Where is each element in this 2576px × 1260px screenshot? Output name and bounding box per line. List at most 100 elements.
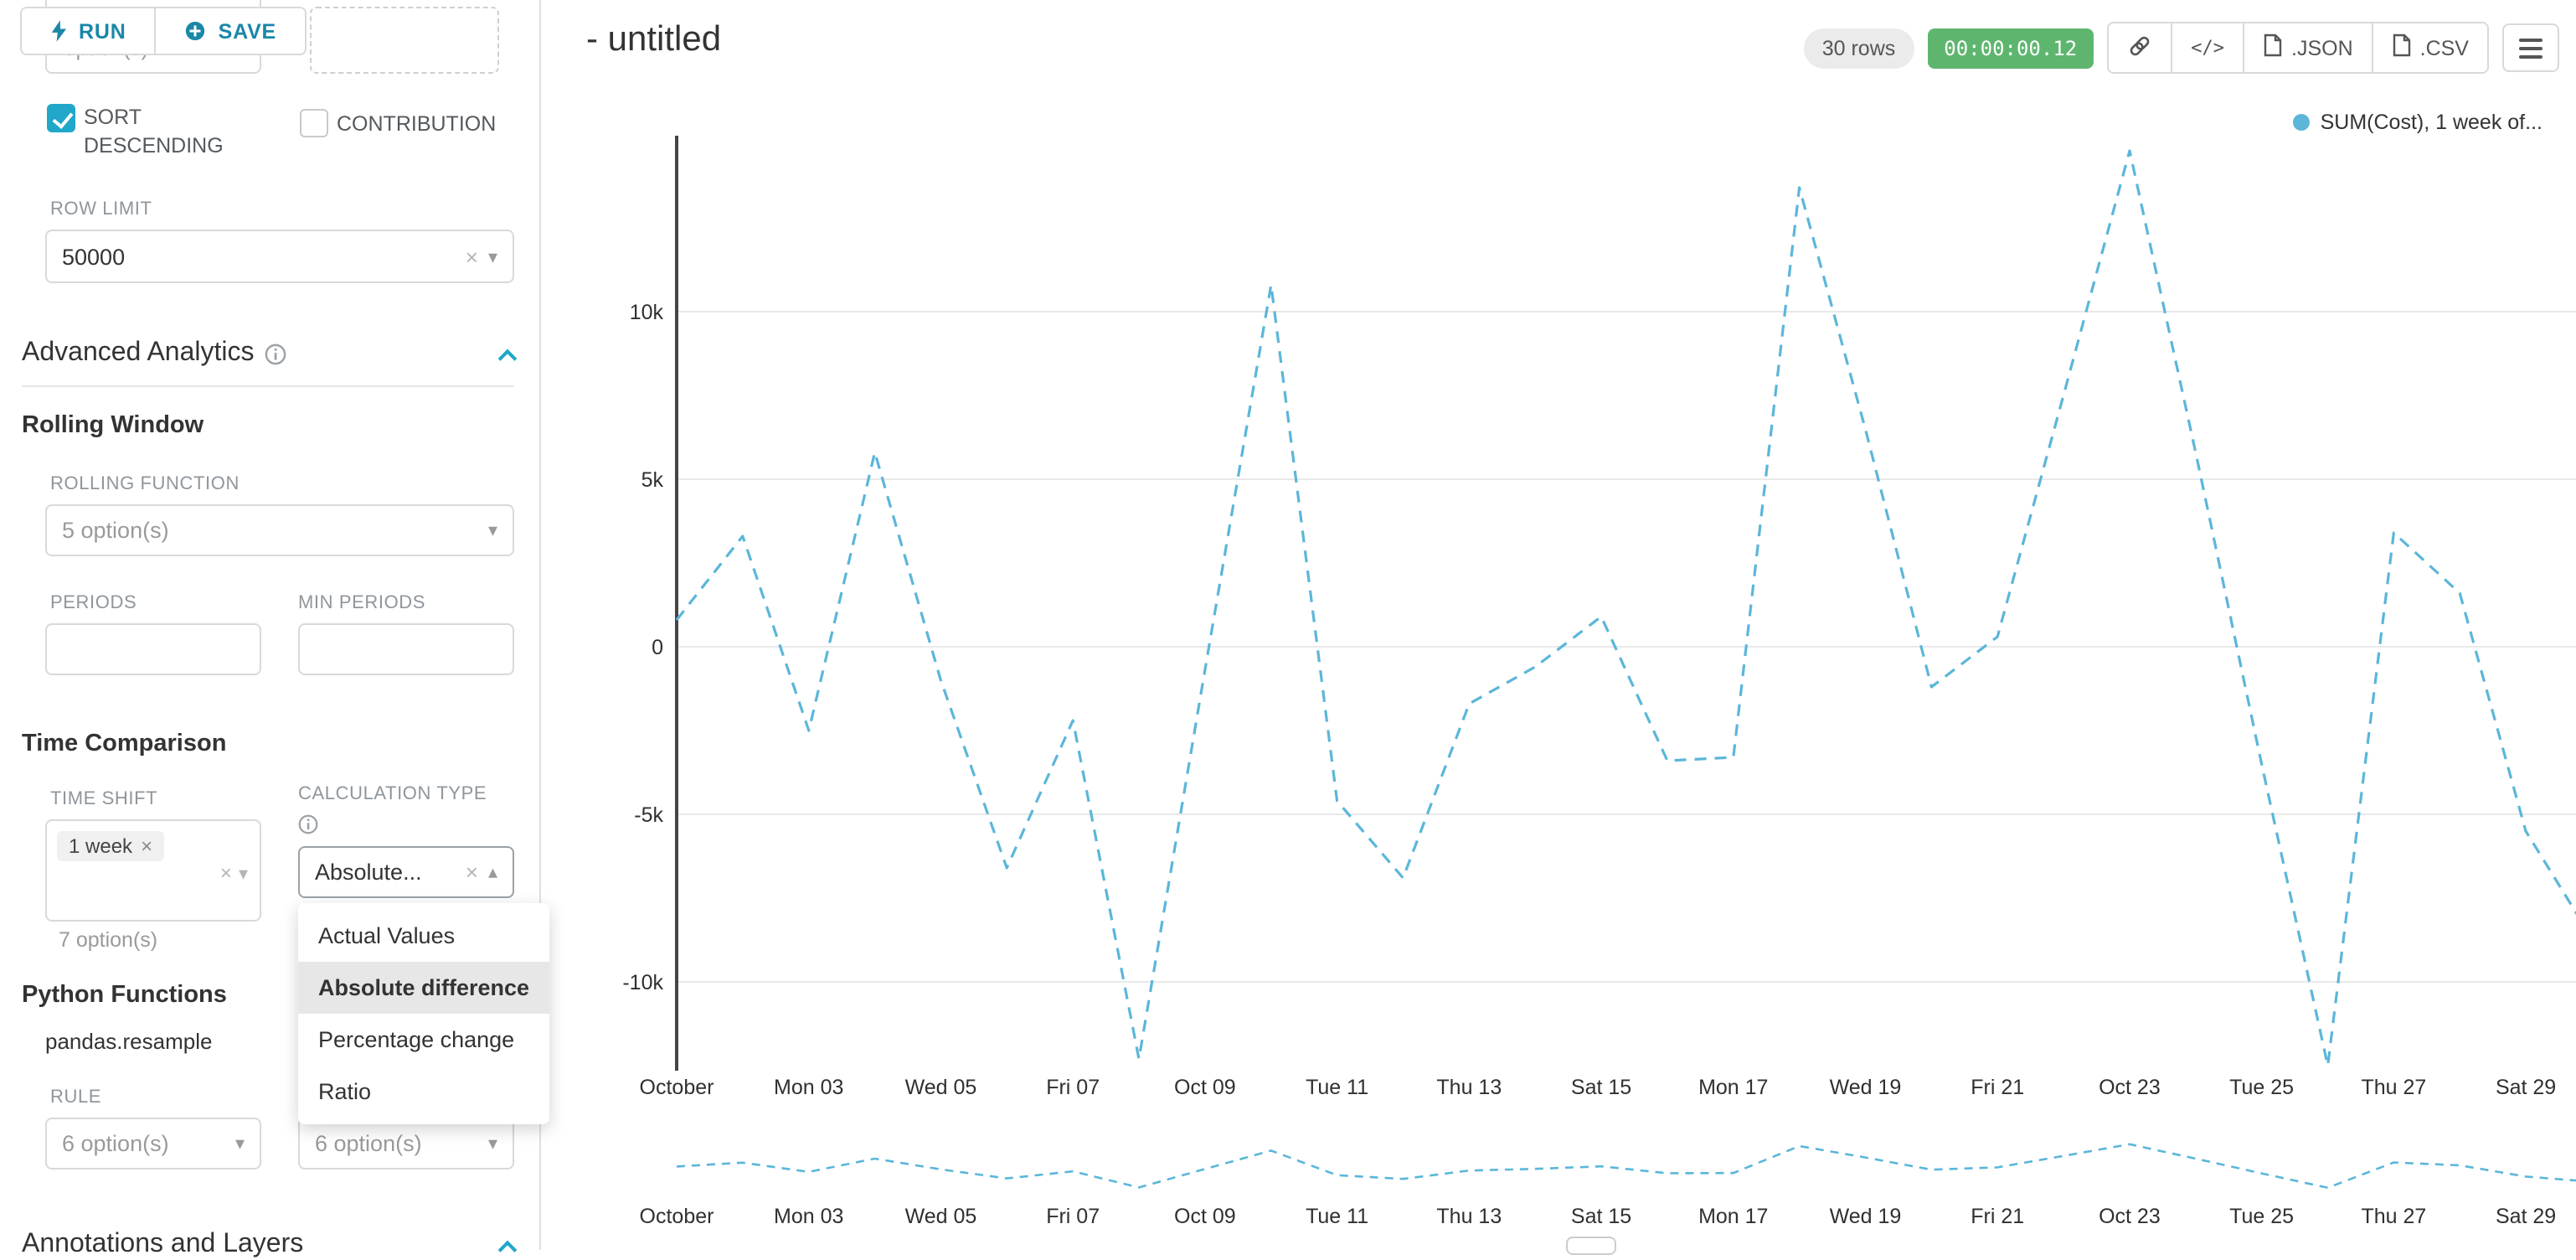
svg-text:Thu 13: Thu 13: [1436, 1205, 1502, 1228]
svg-text:Thu 27: Thu 27: [2361, 1205, 2426, 1228]
chart-area: - untitled 30 rows 00:00:00.12 </> .JSON: [541, 0, 2576, 1255]
annotations-title: Annotations and Layers: [22, 1230, 304, 1258]
svg-text:October: October: [640, 1076, 714, 1099]
clear-icon[interactable]: ×: [465, 860, 478, 885]
rolling-function-label: ROLLING FUNCTION: [50, 474, 240, 494]
rule-label: RULE: [50, 1087, 102, 1108]
info-icon: [298, 814, 318, 834]
svg-text:Wed 19: Wed 19: [1830, 1076, 1902, 1099]
row-limit-value: 50000: [62, 244, 126, 269]
calculation-type-label: CALCULATION TYPE: [298, 784, 487, 804]
svg-text:Fri 07: Fri 07: [1046, 1205, 1100, 1228]
svg-text:Thu 13: Thu 13: [1436, 1076, 1502, 1099]
svg-text:-10k: -10k: [622, 971, 663, 994]
time-shift-select[interactable]: 1 week × × ▾: [45, 819, 261, 922]
export-button-group: </> .JSON .CSV: [2107, 22, 2489, 74]
view-query-button[interactable]: </>: [2171, 23, 2243, 72]
legend-dot: [2293, 114, 2311, 131]
advanced-analytics-title: Advanced Analytics: [22, 338, 255, 367]
annotations-header[interactable]: Annotations and Layers: [22, 1230, 518, 1260]
contribution-label: CONTRIBUTION: [337, 112, 497, 136]
collapse-chevron-up-icon[interactable]: [497, 348, 518, 368]
time-shift-tag-label: 1 week: [69, 834, 133, 858]
svg-text:Sat 29: Sat 29: [2496, 1205, 2556, 1228]
rolling-function-select[interactable]: 5 option(s) ▾: [45, 504, 514, 556]
rule-select-1-value: 6 option(s): [62, 1131, 169, 1156]
rows-badge: 30 rows: [1803, 28, 1914, 68]
code-icon: </>: [2191, 37, 2224, 59]
svg-text:Tue 11: Tue 11: [1306, 1205, 1368, 1228]
svg-text:Oct 09: Oct 09: [1174, 1205, 1236, 1228]
calculation-type-select[interactable]: Absolute... × ▴: [298, 846, 514, 898]
svg-text:Fri 21: Fri 21: [1971, 1205, 2024, 1228]
svg-text:0: 0: [652, 636, 663, 659]
header-actions: 30 rows 00:00:00.12 </> .JSON: [1803, 22, 2559, 74]
row-limit-label: ROW LIMIT: [50, 199, 152, 219]
advanced-analytics-header[interactable]: Advanced Analytics: [22, 338, 518, 369]
sort-descending-label: SORT DESCENDING: [84, 106, 224, 158]
python-functions-title: Python Functions: [22, 982, 227, 1009]
copy-link-button[interactable]: [2109, 23, 2172, 72]
rule-select-2[interactable]: 6 option(s) ▾: [298, 1118, 514, 1170]
svg-text:Oct 09: Oct 09: [1174, 1076, 1236, 1099]
svg-text:Wed 19: Wed 19: [1830, 1205, 1902, 1228]
clear-icon[interactable]: ×: [219, 861, 232, 885]
truncated-dropzone[interactable]: [310, 7, 499, 74]
svg-text:October: October: [640, 1205, 714, 1228]
save-button[interactable]: SAVE: [154, 8, 306, 54]
chevron-down-icon: ▾: [487, 521, 497, 541]
python-function-name: pandas.resample: [45, 1029, 213, 1054]
contribution-checkbox[interactable]: [300, 109, 328, 137]
export-json-label: .JSON: [2291, 36, 2353, 59]
svg-text:Thu 27: Thu 27: [2361, 1076, 2426, 1099]
rolling-function-value: 5 option(s): [62, 518, 169, 543]
time-shift-label: TIME SHIFT: [50, 789, 158, 809]
svg-text:Oct 23: Oct 23: [2099, 1076, 2161, 1099]
run-button-label: RUN: [79, 19, 126, 43]
collapse-chevron-up-icon[interactable]: [497, 1239, 518, 1259]
min-periods-input[interactable]: [298, 623, 514, 675]
export-csv-button[interactable]: .CSV: [2371, 23, 2487, 72]
chevron-down-icon: ▾: [487, 247, 497, 267]
row-limit-select[interactable]: 50000 × ▾: [45, 230, 514, 283]
periods-input[interactable]: [45, 623, 261, 675]
dropdown-option[interactable]: Actual Values: [318, 923, 456, 948]
tag-close-icon[interactable]: ×: [141, 834, 153, 858]
save-button-label: SAVE: [218, 19, 277, 43]
periods-label: PERIODS: [50, 593, 137, 613]
menu-button[interactable]: [2502, 23, 2559, 72]
page-title: - untitled: [586, 20, 722, 59]
export-json-button[interactable]: .JSON: [2243, 23, 2372, 72]
svg-text:Mon 03: Mon 03: [774, 1205, 843, 1228]
time-shift-hint: 7 option(s): [59, 928, 158, 952]
svg-text:Wed 05: Wed 05: [905, 1205, 977, 1228]
resize-handle[interactable]: [1566, 1237, 1616, 1255]
chevron-down-icon: ▾: [487, 1134, 497, 1154]
run-save-toolbar: RUN SAVE: [20, 7, 307, 55]
dropdown-option[interactable]: Ratio: [318, 1079, 372, 1104]
mini-range-chart[interactable]: October Mon 03 Wed 05 Fri 07 Oct 09 Tue 11 Thu…: [541, 1126, 2576, 1237]
chart-legend[interactable]: SUM(Cost), 1 week of...: [2293, 111, 2543, 134]
file-icon: [2392, 34, 2412, 62]
file-icon: [2263, 34, 2283, 62]
calculation-type-dropdown: Actual Values Absolute difference Percen…: [298, 903, 549, 1124]
clear-icon[interactable]: ×: [465, 244, 478, 269]
dropdown-option[interactable]: Percentage change: [318, 1027, 515, 1052]
svg-text:Wed 05: Wed 05: [905, 1076, 977, 1099]
timer-badge: 00:00:00.12: [1927, 28, 2094, 68]
chevron-down-icon: ▾: [238, 864, 248, 884]
svg-text:Tue 11: Tue 11: [1306, 1076, 1368, 1099]
min-periods-label: MIN PERIODS: [298, 593, 426, 613]
sort-descending-checkbox[interactable]: [47, 104, 75, 132]
dropdown-option-selected[interactable]: Absolute difference: [298, 962, 549, 1014]
svg-text:Tue 25: Tue 25: [2229, 1205, 2294, 1228]
plus-circle-icon: [185, 20, 207, 42]
run-button[interactable]: RUN: [22, 8, 155, 54]
rule-select-1[interactable]: 6 option(s) ▾: [45, 1118, 261, 1170]
svg-text:Fri 21: Fri 21: [1971, 1076, 2024, 1099]
main-chart: 10k 5k 0 -5k -10k October Mon 03 Wed 05 Fri 07 Oc…: [622, 136, 2576, 1099]
chevron-up-icon: ▴: [487, 863, 497, 883]
svg-text:10k: 10k: [630, 301, 664, 324]
svg-text:Tue 25: Tue 25: [2229, 1076, 2294, 1099]
svg-text:Sat 29: Sat 29: [2496, 1076, 2556, 1099]
